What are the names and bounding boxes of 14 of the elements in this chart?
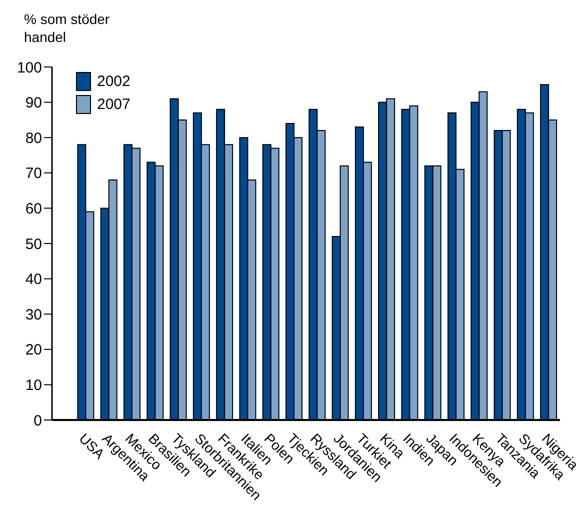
y-tick-label: 50 — [25, 236, 42, 253]
y-tick-label: 100 — [16, 59, 42, 76]
y-tick-label: 0 — [34, 412, 42, 430]
y-tick-label: 90 — [25, 94, 42, 112]
y-tick-label: 10 — [25, 377, 42, 394]
legend-label: 2002 — [97, 73, 130, 90]
y-tick-label: 30 — [25, 306, 42, 324]
y-tick-label: 20 — [25, 342, 42, 359]
y-tick-label: 70 — [25, 165, 42, 182]
y-axis-title: % som stöder handel — [24, 10, 111, 46]
y-tick-label: 60 — [25, 200, 42, 218]
y-tick-label: 80 — [25, 130, 42, 147]
y-tick-label: 40 — [25, 271, 42, 288]
legend-label: 2007 — [97, 96, 130, 113]
